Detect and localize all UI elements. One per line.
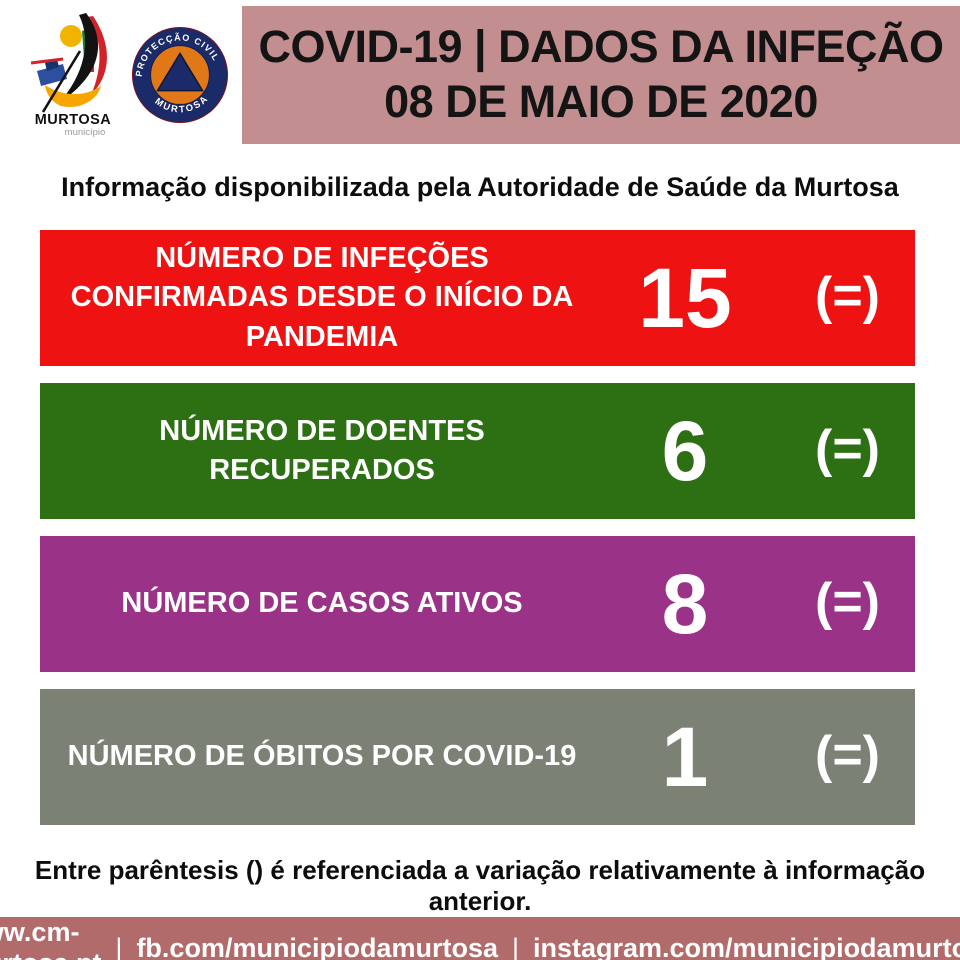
stat-label: NÚMERO DE INFEÇÕES CONFIRMADAS DESDE O I… <box>40 239 590 356</box>
stat-label: NÚMERO DE ÓBITOS POR COVID-19 <box>40 737 590 776</box>
logo-area: MURTOSA município PROTECÇÃO CIVIL MURTOS… <box>0 0 242 150</box>
stat-band-active: NÚMERO DE CASOS ATIVOS 8 (=) <box>40 536 915 672</box>
stat-variation: (=) <box>815 573 880 631</box>
footer-facebook-url: fb.com/municipiodamurtosa <box>136 932 498 960</box>
stat-label: NÚMERO DE DOENTES RECUPERADOS <box>40 412 590 490</box>
footer-separator: | <box>115 932 123 960</box>
stat-label: NÚMERO DE CASOS ATIVOS <box>40 584 590 623</box>
stat-band-recovered: NÚMERO DE DOENTES RECUPERADOS 6 (=) <box>40 383 915 519</box>
badge-triangle-icon <box>156 52 204 92</box>
logo-black-swoosh <box>59 13 99 103</box>
footer-separator: | <box>511 932 519 960</box>
logo-municipio-text: município <box>65 127 106 137</box>
stat-value: 15 <box>638 251 732 345</box>
stat-value: 8 <box>661 557 709 651</box>
stats-list: NÚMERO DE INFEÇÕES CONFIRMADAS DESDE O I… <box>40 230 915 842</box>
header: MURTOSA município PROTECÇÃO CIVIL MURTOS… <box>0 0 960 150</box>
page-title-line2: 08 DE MAIO DE 2020 <box>384 76 818 127</box>
logo-boat-figures <box>37 64 67 86</box>
subtitle: Informação disponibilizada pela Autorida… <box>61 172 899 202</box>
stat-band-confirmed: NÚMERO DE INFEÇÕES CONFIRMADAS DESDE O I… <box>40 230 915 366</box>
murtosa-municipality-logo: MURTOSA município <box>30 13 112 137</box>
footer-website-url: www.cm-murtosa.pt <box>0 917 101 960</box>
civil-protection-logo: PROTECÇÃO CIVIL MURTOSA <box>131 26 229 124</box>
logo-red-mast <box>30 57 64 65</box>
stat-variation: (=) <box>815 420 880 478</box>
stat-label-text: NÚMERO DE ÓBITOS POR COVID-19 <box>67 740 577 773</box>
logo-oar <box>41 50 82 113</box>
stat-variation: (=) <box>815 726 880 784</box>
footer-instagram-url: instagram.com/municipiodamurtosa <box>533 932 960 960</box>
title-band: COVID-19 | DADOS DA INFEÇÃO 08 DE MAIO D… <box>242 6 960 144</box>
logo-murtosa-text: MURTOSA <box>35 112 112 128</box>
page-title-line1: COVID-19 | DADOS DA INFEÇÃO <box>258 21 945 73</box>
stat-label-text: NÚMERO DE DOENTES RECUPERADOS <box>159 414 485 486</box>
stat-value: 1 <box>661 710 709 804</box>
stat-variation: (=) <box>815 267 880 325</box>
stat-label-text: NÚMERO DE CASOS ATIVOS <box>121 587 523 620</box>
logo-sun-icon <box>60 25 82 47</box>
footer: www.cm-murtosa.pt | fb.com/municipiodamu… <box>0 917 960 960</box>
stat-label-text: NÚMERO DE INFEÇÕES CONFIRMADAS DESDE O I… <box>70 242 574 353</box>
logo-red-swoosh <box>87 16 107 95</box>
variation-note: Entre parêntesis () é referenciada a var… <box>34 855 926 916</box>
logo-boat-hull <box>45 85 101 107</box>
stat-band-deaths: NÚMERO DE ÓBITOS POR COVID-19 1 (=) <box>40 689 915 825</box>
stat-value: 6 <box>661 404 709 498</box>
